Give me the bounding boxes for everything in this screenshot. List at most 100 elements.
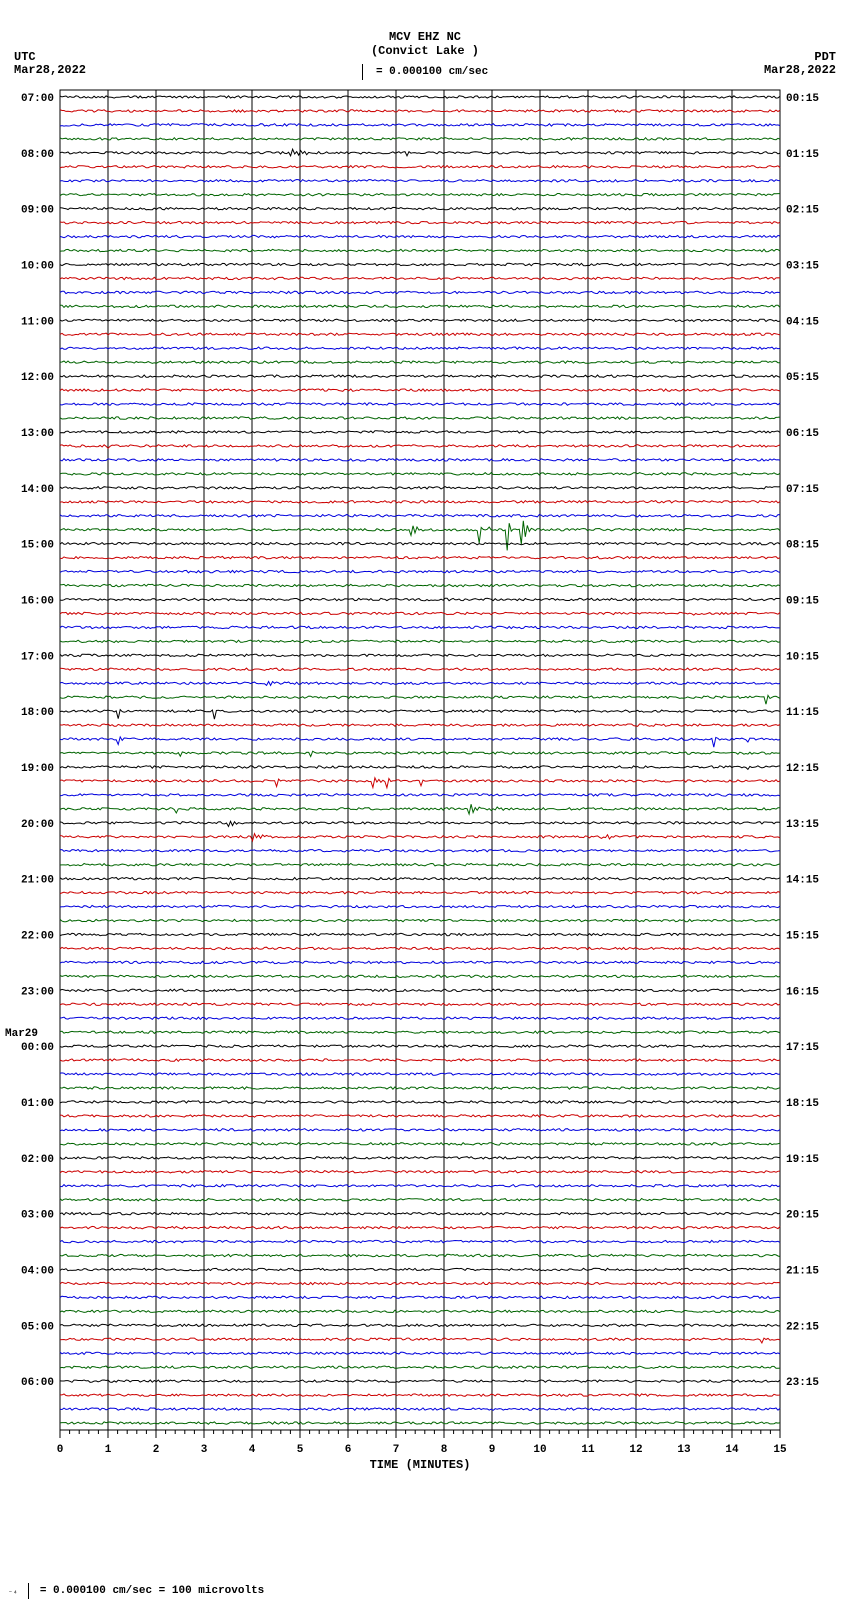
trace-row — [60, 612, 780, 615]
trace-row — [60, 640, 780, 642]
right-time-label: 09:15 — [786, 595, 819, 607]
trace-row — [60, 1422, 780, 1424]
trace-row — [60, 1101, 780, 1103]
trace-row — [60, 1199, 780, 1201]
right-time-label: 06:15 — [786, 428, 819, 440]
left-time-label: 23:00 — [21, 986, 54, 998]
svg-text:4: 4 — [249, 1444, 256, 1456]
trace-row — [60, 989, 780, 991]
right-time-label: 17:15 — [786, 1042, 819, 1054]
trace-row — [60, 96, 780, 98]
trace-row — [60, 361, 780, 363]
trace-row — [60, 695, 780, 704]
svg-text:2: 2 — [153, 1444, 160, 1456]
trace-row — [60, 459, 780, 461]
trace-row — [60, 389, 780, 391]
trace-row — [60, 166, 780, 168]
trace-row — [60, 947, 780, 949]
trace-row — [60, 138, 780, 140]
footer-scale-bar: ₋₄ = 0.000100 cm/sec = 100 microvolts — [8, 1583, 264, 1599]
left-time-label: 02:00 — [21, 1154, 54, 1166]
trace-row — [60, 249, 780, 251]
right-time-label: 23:15 — [786, 1377, 819, 1389]
trace-row — [60, 724, 780, 726]
seismogram-page: UTC Mar28,2022 PDT Mar28,2022 MCV EHZ NC… — [0, 0, 850, 1613]
trace-row — [60, 1352, 780, 1354]
trace-row — [60, 794, 780, 796]
trace-row — [60, 521, 780, 551]
svg-text:11: 11 — [581, 1444, 595, 1456]
svg-text:12: 12 — [629, 1444, 642, 1456]
trace-row — [60, 556, 780, 558]
trace-row — [60, 1115, 780, 1117]
trace-row — [60, 1017, 780, 1019]
trace-row — [60, 263, 780, 265]
trace-row — [60, 850, 780, 852]
trace-row — [60, 919, 780, 921]
svg-text:5: 5 — [297, 1444, 304, 1456]
svg-text:10: 10 — [533, 1444, 546, 1456]
trace-row — [60, 1366, 780, 1368]
right-time-label: 12:15 — [786, 763, 819, 775]
right-time-label: 04:15 — [786, 316, 819, 328]
trace-row — [60, 766, 780, 770]
trace-row — [60, 403, 780, 405]
trace-row — [60, 291, 780, 293]
trace-row — [60, 1213, 780, 1215]
right-time-label: 00:15 — [786, 93, 819, 105]
trace-row — [60, 737, 780, 747]
trace-row — [60, 277, 780, 279]
trace-row — [60, 1338, 780, 1343]
left-time-label: 16:00 — [21, 595, 54, 607]
trace-row — [60, 1129, 780, 1131]
trace-row — [60, 1240, 780, 1242]
trace-row — [60, 975, 780, 977]
trace-row — [60, 1171, 780, 1173]
trace-row — [60, 598, 780, 600]
left-time-label: 09:00 — [21, 205, 54, 217]
trace-row — [60, 1394, 780, 1396]
trace-row — [60, 221, 780, 223]
right-time-label: 20:15 — [786, 1210, 819, 1222]
trace-row — [60, 778, 780, 788]
trace-row — [60, 821, 780, 826]
trace-row — [60, 933, 780, 935]
svg-text:7: 7 — [393, 1444, 400, 1456]
trace-row — [60, 487, 780, 489]
trace-row — [60, 207, 780, 209]
right-time-label: 05:15 — [786, 372, 819, 384]
left-time-label: 03:00 — [21, 1210, 54, 1222]
trace-row — [60, 180, 780, 182]
trace-row — [60, 1073, 780, 1075]
left-time-label: 18:00 — [21, 707, 54, 719]
left-time-label: 17:00 — [21, 651, 54, 663]
trace-row — [60, 626, 780, 628]
trace-row — [60, 584, 780, 586]
svg-text:3: 3 — [201, 1444, 208, 1456]
left-time-label: 13:00 — [21, 428, 54, 440]
left-time-label: 04:00 — [21, 1265, 54, 1277]
right-time-label: 15:15 — [786, 930, 819, 942]
svg-text:14: 14 — [725, 1444, 739, 1456]
svg-text:15: 15 — [773, 1444, 787, 1456]
right-time-label: 14:15 — [786, 875, 819, 887]
trace-row — [60, 110, 780, 112]
left-time-label: 22:00 — [21, 930, 54, 942]
seismogram-plot: 0123456789101112131415TIME (MINUTES)07:0… — [0, 0, 850, 1560]
trace-row — [60, 1254, 780, 1256]
trace-row — [60, 961, 780, 963]
trace-row — [60, 417, 780, 419]
trace-row — [60, 235, 780, 237]
trace-row — [60, 864, 780, 866]
svg-text:8: 8 — [441, 1444, 448, 1456]
trace-row — [60, 1296, 780, 1298]
trace-row — [60, 751, 780, 756]
trace-row — [60, 1324, 780, 1326]
trace-row — [60, 905, 780, 907]
trace-row — [60, 543, 780, 545]
svg-text:9: 9 — [489, 1444, 496, 1456]
trace-row — [60, 347, 780, 349]
right-time-label: 10:15 — [786, 651, 819, 663]
trace-row — [60, 431, 780, 433]
trace-row — [60, 124, 780, 126]
